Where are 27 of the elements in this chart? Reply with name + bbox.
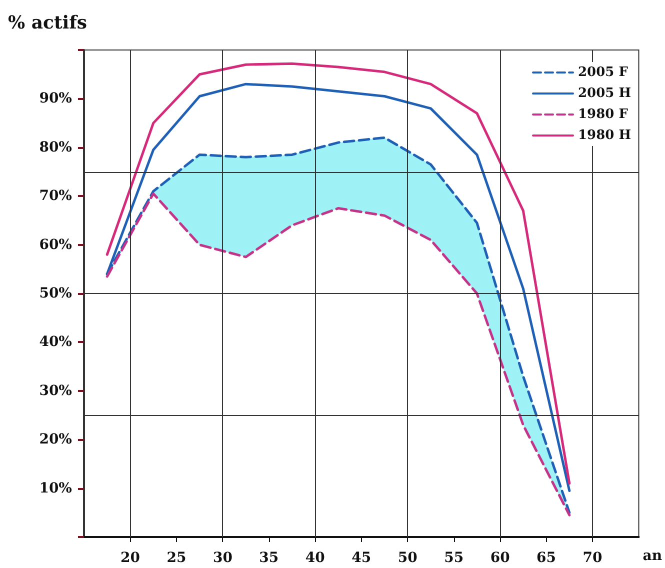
line-series: [106, 192, 571, 516]
legend-label: 1980 F: [578, 107, 629, 122]
x-tick-label: 45: [352, 550, 372, 566]
y-tick-label: 20%: [39, 432, 72, 448]
x-tick-label: 65: [536, 550, 556, 566]
legend-label: 2005 H: [578, 86, 632, 101]
y-tick-label: 50%: [39, 286, 72, 302]
x-tick-label: 20: [120, 550, 140, 566]
y-axis-title: % actifs: [8, 12, 88, 34]
y-tick-label: 70%: [39, 188, 72, 204]
x-tick-label: 25: [166, 550, 186, 566]
y-tick-label: 40%: [39, 334, 72, 350]
y-tick-label: 30%: [39, 382, 72, 399]
x-tick-label: 30: [212, 550, 233, 566]
x-tick-label: 60: [490, 550, 510, 566]
y-tick-label: 80%: [39, 139, 72, 156]
x-tick-label: 35: [259, 550, 279, 566]
y-tick-label: 10%: [39, 480, 72, 496]
legend-label: 2005 F: [578, 65, 629, 80]
y-tick-label: 90%: [39, 90, 72, 107]
x-tick-label: 70: [582, 550, 603, 566]
legend-label: 1980 H: [578, 128, 632, 143]
y-tick-label: 60%: [39, 236, 72, 253]
x-axis-title: an: [642, 548, 662, 564]
x-tick-label: 40: [305, 550, 326, 566]
x-tick-label: 55: [444, 550, 464, 566]
x-tick-label: 50: [398, 550, 418, 566]
